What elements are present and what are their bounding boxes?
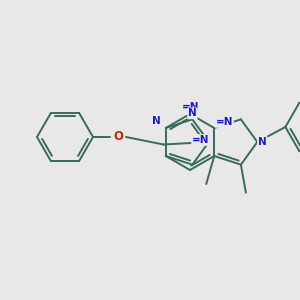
Text: =N: =N [215, 117, 233, 127]
Text: N: N [258, 137, 267, 147]
Text: =N: =N [192, 135, 210, 145]
Text: =N: =N [182, 102, 200, 112]
Text: N: N [188, 108, 197, 118]
Text: N: N [152, 116, 161, 126]
Text: O: O [113, 130, 123, 143]
